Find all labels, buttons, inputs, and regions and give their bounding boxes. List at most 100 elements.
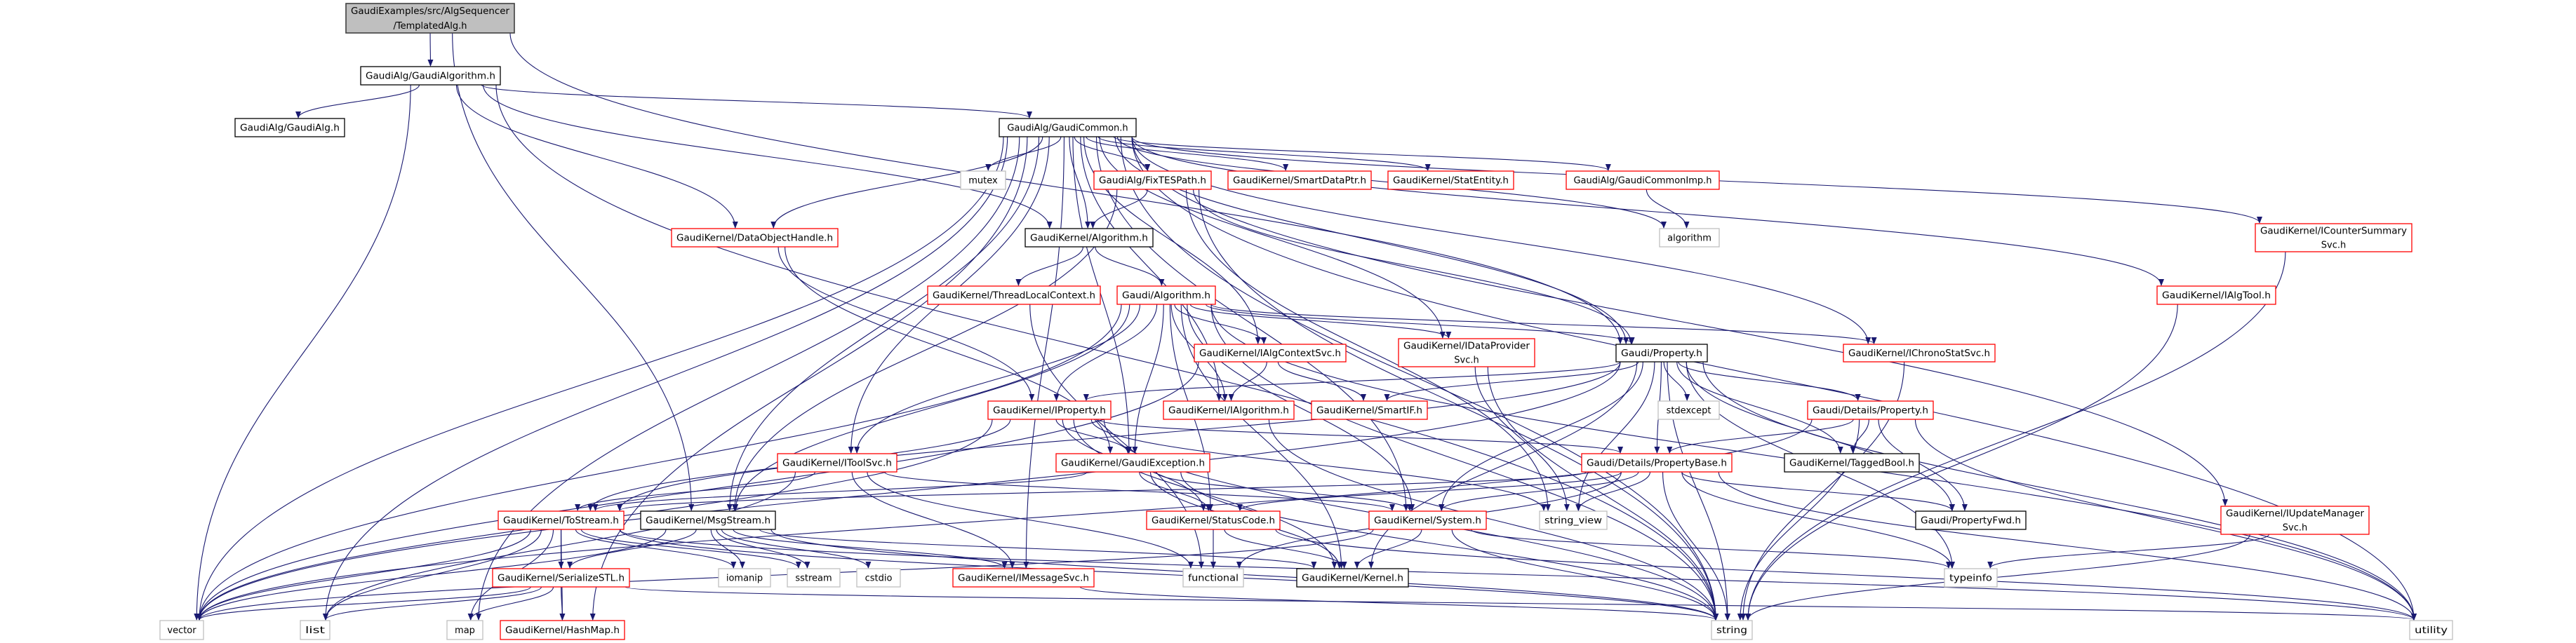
node-label: Gaudi/Details/Property.h (1813, 406, 1928, 417)
node-box (1711, 620, 1753, 640)
node-icountersummarysvc[interactable]: GaudiKernel/ICounterSummary Svc.h (2255, 223, 2413, 252)
node-smartif[interactable]: GaudiKernel/SmartIF.h (1311, 400, 1428, 420)
include-edge-property-to-vector (196, 361, 1621, 621)
node-gaudialgorithm[interactable]: GaudiAlg/GaudiAlgorithm.h (360, 66, 501, 86)
node-label: utility (2415, 625, 2448, 636)
node-box (498, 510, 625, 530)
node-msgstream[interactable]: GaudiKernel/MsgStream.h (640, 510, 776, 530)
node-box (1398, 338, 1535, 367)
node-cstdio: cstdio (856, 568, 901, 588)
node-gaudi-algorithm[interactable]: Gaudi/Algorithm.h (1116, 285, 1216, 305)
include-edge-gaudi_algorithm-to-property (1205, 304, 1635, 344)
node-gaudialg[interactable]: GaudiAlg/GaudiAlg.h (234, 118, 345, 137)
node-tostream[interactable]: GaudiKernel/ToStream.h (498, 510, 625, 530)
node-label: string_view (1544, 516, 1602, 527)
node-label: GaudiKernel/StatusCode.h (1152, 516, 1275, 527)
node-iproperty[interactable]: GaudiKernel/IProperty.h (987, 400, 1112, 420)
node-box (360, 66, 501, 86)
node-box (2220, 506, 2370, 535)
include-edge-propertybase-to-propertyfwd (1681, 471, 1955, 511)
node-box (492, 568, 630, 588)
node-iupdatemanagersvc[interactable]: GaudiKernel/IUpdateManager Svc.h (2220, 506, 2370, 535)
include-edge-property-to-taggedbool (1676, 361, 1843, 454)
include-edge-tostream-to-string (619, 529, 1719, 621)
include-edge-tostream-to-iomanip (575, 529, 737, 569)
node-ichronostatsvc[interactable]: GaudiKernel/IChronoStatSvc.h (1843, 344, 1996, 363)
node-label: GaudiKernel/IChronoStatSvc.h (1848, 348, 1990, 359)
node-smartdataptr[interactable]: GaudiKernel/SmartDataPtr.h (1227, 170, 1372, 190)
node-ialgorithm[interactable]: GaudiKernel/IAlgorithm.h (1163, 400, 1295, 420)
node-label: GaudiKernel/StatEntity.h (1393, 176, 1509, 187)
node-threadlocalcontext[interactable]: GaudiKernel/ThreadLocalContext.h (927, 285, 1101, 305)
node-label: Gaudi/PropertyFwd.h (1921, 516, 2021, 527)
node-ialgcontextsvc[interactable]: GaudiKernel/IAlgContextSvc.h (1194, 344, 1347, 363)
node-label: GaudiKernel/Kernel.h (1302, 574, 1403, 584)
node-label: GaudiKernel/DataObjectHandle.h (676, 233, 833, 244)
include-edge-gk_algorithm-to-gaudi_algorithm (1095, 246, 1165, 286)
node-gaudicommon[interactable]: GaudiAlg/GaudiCommon.h (999, 118, 1137, 137)
node-dataobjecthandle[interactable]: GaudiKernel/DataObjectHandle.h (671, 228, 839, 248)
node-string-view: string_view (1539, 510, 1608, 530)
node-imessagesvc[interactable]: GaudiKernel/IMessageSvc.h (952, 568, 1095, 588)
node-box (640, 510, 776, 530)
include-edge-property-to-smartif (1384, 361, 1639, 401)
include-edge-system-to-typeinfo (1470, 529, 1951, 569)
include-edge-gaudicommon-to-ialgtool (1131, 136, 2164, 286)
node-label: Svc.h (2283, 523, 2307, 534)
include-edge-msgstream-to-sstream (716, 529, 810, 569)
node-box (777, 453, 897, 473)
node-statentity[interactable]: GaudiKernel/StatEntity.h (1387, 170, 1514, 190)
include-edge-property-to-details_property (1678, 361, 1861, 401)
node-label: typeinfo (1949, 574, 1992, 584)
include-edge-property-to-kernel (1368, 361, 1638, 569)
node-templated[interactable]: GaudiExamples/src/AlgSequencer/Templated… (345, 3, 515, 34)
node-vector: vector (159, 620, 204, 640)
node-box (2255, 223, 2413, 252)
include-edge-itoolsvc-to-system (883, 471, 1395, 511)
node-box (1615, 344, 1708, 363)
node-gaudiexception[interactable]: GaudiKernel/GaudiException.h (1055, 453, 1210, 473)
include-edge-iupdatemanagersvc-to-typeinfo (1987, 534, 2270, 569)
include-edge-fixtespath-to-gk_algorithm (1090, 189, 1148, 229)
node-label: Svc.h (1454, 356, 1479, 366)
include-edge-serializestl-to-utility (625, 586, 2416, 621)
node-fixtespath[interactable]: GaudiAlg/FixTESPath.h (1093, 170, 1212, 190)
node-hashmap[interactable]: GaudiKernel/HashMap.h (500, 620, 625, 640)
node-taggedbool[interactable]: GaudiKernel/TaggedBool.h (1784, 453, 1920, 473)
include-edge-gaudicommon-to-gaudiexception (1072, 136, 1132, 454)
node-gaudicommonimp[interactable]: GaudiAlg/GaudiCommonImp.h (1566, 170, 1720, 190)
include-edge-propertybase-to-system (1439, 471, 1639, 511)
include-edge-gaudi_algorithm-to-itoolsvc (854, 304, 1141, 454)
node-gk-algorithm[interactable]: GaudiKernel/Algorithm.h (1025, 228, 1154, 248)
node-statuscode[interactable]: GaudiKernel/StatusCode.h (1146, 510, 1281, 530)
include-edge-tostream-to-sstream (580, 529, 801, 569)
include-edge-gaudiexception-to-string (1180, 471, 1719, 621)
node-box (2156, 285, 2276, 305)
node-details-property[interactable]: Gaudi/Details/Property.h (1807, 400, 1934, 420)
node-label: GaudiKernel/TaggedBool.h (1789, 459, 1914, 469)
include-edge-gaudicommon-to-utility (1131, 136, 2417, 621)
node-box (234, 118, 345, 137)
include-edge-gaudialgorithm-to-gaudialg (295, 84, 420, 119)
node-box (671, 228, 839, 248)
node-property[interactable]: Gaudi/Property.h (1615, 344, 1708, 363)
node-box (718, 568, 771, 588)
node-idataprovidersvc[interactable]: GaudiKernel/IDataProvider Svc.h (1398, 338, 1535, 367)
node-itoolsvc[interactable]: GaudiKernel/IToolSvc.h (777, 453, 897, 473)
node-system[interactable]: GaudiKernel/System.h (1368, 510, 1487, 530)
include-edge-fixtespath-to-property (1192, 189, 1634, 344)
node-serializestl[interactable]: GaudiKernel/SerializeSTL.h (492, 568, 630, 588)
include-edge-gaudicommon-to-mutex (985, 136, 1062, 171)
include-edge-ialgcontextsvc-to-smartif (1277, 361, 1366, 401)
node-utility: utility (2409, 620, 2453, 640)
node-label: Svc.h (2321, 241, 2346, 251)
node-box (1296, 568, 1409, 588)
include-edge-propertybase-to-typeinfo (1681, 471, 1955, 569)
include-edge-gaudi_algorithm-to-kernel (1180, 304, 1344, 569)
node-propertybase[interactable]: Gaudi/Details/PropertyBase.h (1581, 453, 1733, 473)
include-edge-idataprovidersvc-to-string (1487, 366, 1719, 621)
node-ialgtool[interactable]: GaudiKernel/IAlgTool.h (2156, 285, 2276, 305)
node-propertyfwd[interactable]: Gaudi/PropertyFwd.h (1915, 510, 2027, 530)
node-kernel[interactable]: GaudiKernel/Kernel.h (1296, 568, 1409, 588)
include-edge-itoolsvc-to-tostream (575, 471, 816, 511)
